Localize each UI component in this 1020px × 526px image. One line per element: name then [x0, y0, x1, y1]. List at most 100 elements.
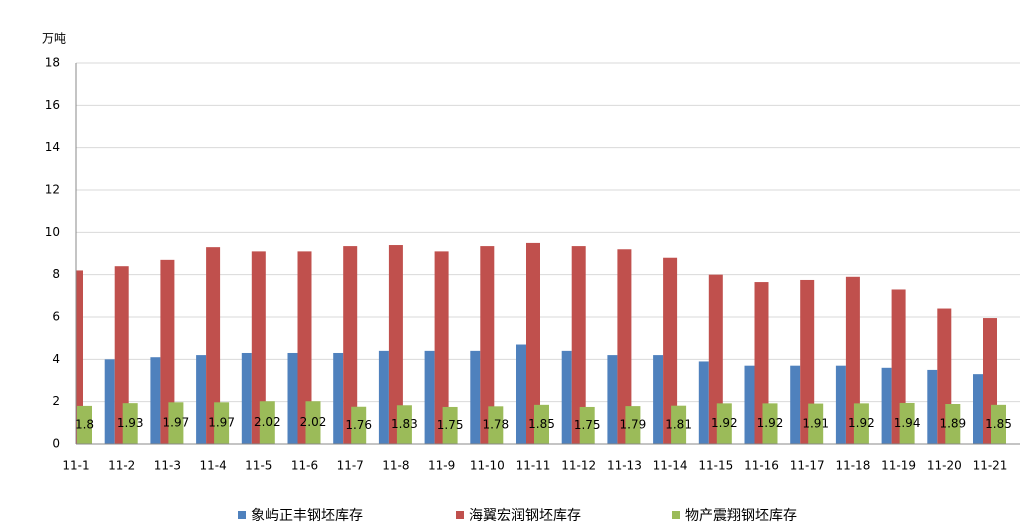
bar: [114, 266, 129, 444]
bar: [671, 405, 687, 444]
bar: [434, 251, 449, 444]
data-label: 1.89: [939, 416, 966, 430]
bar: [470, 350, 481, 444]
data-label: 1.83: [391, 417, 418, 431]
x-tick-label: 11-14: [653, 459, 688, 473]
bar: [442, 406, 458, 444]
bar: [297, 251, 312, 444]
bar: [305, 401, 321, 444]
bar: [899, 402, 915, 444]
bar: [259, 401, 275, 444]
bar: [534, 404, 549, 444]
data-label: 1.85: [528, 417, 555, 431]
data-label: 1.92: [757, 416, 784, 430]
bar: [991, 404, 1006, 444]
x-tick-label: 11-10: [470, 459, 505, 473]
legend-label: 象屿正丰钢坯库存: [251, 508, 363, 524]
y-axis-unit: 万吨: [42, 32, 66, 46]
bar: [762, 403, 778, 444]
bar: [561, 350, 572, 444]
bar: [424, 350, 435, 444]
x-tick-label: 11-17: [790, 459, 825, 473]
bar: [945, 403, 961, 444]
bar: [396, 405, 412, 444]
y-tick-label: 10: [45, 225, 60, 239]
x-tick-label: 11-19: [881, 459, 916, 473]
x-tick-label: 11-20: [927, 459, 962, 473]
data-label: 1.85: [985, 417, 1012, 431]
bar: [196, 355, 207, 444]
bar: [241, 352, 252, 444]
bar: [333, 352, 344, 444]
bar: [480, 246, 495, 444]
x-tick-label: 11-18: [835, 459, 870, 473]
bar: [214, 402, 230, 444]
y-tick-label: 6: [52, 310, 60, 324]
bar: [526, 242, 540, 444]
bar: [378, 350, 389, 444]
bar: [663, 257, 678, 444]
data-label: 1.92: [711, 416, 738, 430]
bar: [835, 365, 846, 444]
bar: [571, 246, 586, 444]
bar: [104, 359, 115, 444]
bar: [206, 247, 221, 444]
x-tick-label: 11-2: [108, 459, 135, 473]
data-label: 1.97: [163, 416, 190, 430]
bar: [973, 374, 983, 444]
bar: [516, 344, 526, 444]
data-label: 1.76: [345, 418, 372, 432]
bar: [881, 367, 892, 444]
legend-swatch: [456, 511, 464, 519]
x-tick-label: 11-4: [199, 459, 226, 473]
bar: [351, 406, 367, 444]
data-label: 1.97: [208, 416, 235, 430]
y-tick-label: 16: [45, 98, 60, 112]
data-label: 2.02: [254, 415, 281, 429]
bar: [343, 246, 358, 444]
x-tick-label: 11-13: [607, 459, 642, 473]
y-tick-label: 2: [52, 394, 60, 408]
bar: [617, 249, 632, 444]
bar: [160, 259, 175, 444]
bar: [287, 352, 298, 444]
data-label: 1.78: [482, 418, 509, 432]
data-label: 1.79: [620, 418, 647, 432]
bar: [790, 365, 801, 444]
bar: [625, 406, 641, 444]
bar: [150, 357, 161, 444]
bar: [388, 245, 403, 444]
bar: [653, 355, 664, 444]
data-label: 1.75: [437, 418, 464, 432]
data-label: 1.91: [802, 416, 829, 430]
bar: [168, 402, 184, 444]
x-tick-label: 11-21: [973, 459, 1008, 473]
bar: [77, 405, 92, 444]
y-tick-label: 4: [52, 352, 60, 366]
y-tick-label: 0: [52, 437, 60, 451]
x-tick-label: 11-9: [428, 459, 455, 473]
x-tick-label: 11-5: [245, 459, 272, 473]
data-label: 1.92: [848, 416, 875, 430]
bar: [716, 403, 732, 444]
bar: [607, 355, 618, 444]
bar: [927, 369, 938, 444]
x-tick-label: 11-16: [744, 459, 779, 473]
x-tick-label: 11-11: [516, 459, 551, 473]
legend-swatch: [238, 511, 246, 519]
bar: [122, 403, 138, 444]
x-tick-label: 11-1: [62, 459, 89, 473]
data-label: 1.81: [665, 417, 692, 431]
bar: [76, 270, 83, 444]
bar: [579, 406, 595, 444]
x-tick-label: 11-15: [698, 459, 733, 473]
bar: [808, 403, 824, 444]
y-tick-label: 8: [52, 267, 60, 281]
bar: [853, 403, 869, 444]
legend-label: 物产震翔钢坯库存: [685, 508, 797, 524]
bar: [800, 279, 815, 444]
data-label: 1.8: [75, 417, 94, 431]
bar: [251, 251, 266, 444]
bar: [708, 274, 723, 444]
